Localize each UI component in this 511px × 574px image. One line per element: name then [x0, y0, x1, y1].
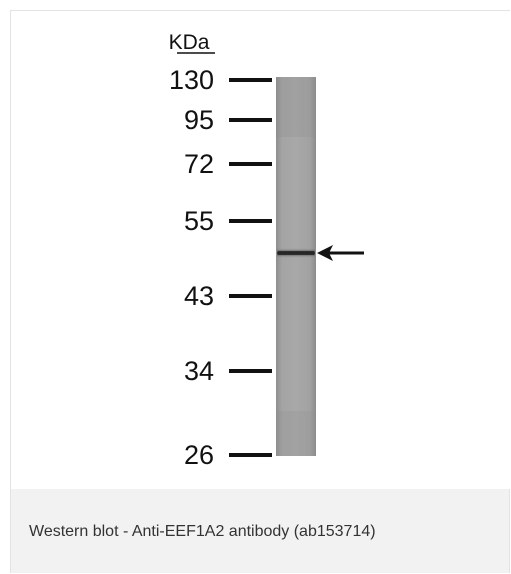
marker-label-43: 43	[184, 281, 214, 311]
gel-lane-shade-top	[276, 77, 316, 137]
marker-label-55: 55	[184, 206, 214, 236]
band-arrow-icon	[317, 245, 364, 261]
marker-label-130: 130	[169, 65, 214, 95]
marker-label-34: 34	[184, 356, 214, 386]
marker-label-95: 95	[184, 105, 214, 135]
marker-ladder: 130 95 72 55 43 34 26	[169, 65, 272, 470]
image-card: KDa 130 95 72 55 43 34 26	[10, 10, 511, 573]
gel-lane-shade-bottom	[276, 411, 316, 456]
figure-caption: Western blot - Anti-EEF1A2 antibody (ab1…	[29, 523, 376, 540]
blot-svg: KDa 130 95 72 55 43 34 26	[169, 31, 364, 470]
kda-unit-label: KDa	[169, 31, 210, 54]
protein-band-core	[278, 251, 314, 255]
marker-label-72: 72	[184, 149, 214, 179]
caption-bar: Western blot - Anti-EEF1A2 antibody (ab1…	[11, 489, 509, 573]
gel-lane	[276, 77, 316, 456]
western-blot-figure[interactable]: KDa 130 95 72 55 43 34 26	[11, 11, 511, 489]
marker-label-26: 26	[184, 440, 214, 470]
